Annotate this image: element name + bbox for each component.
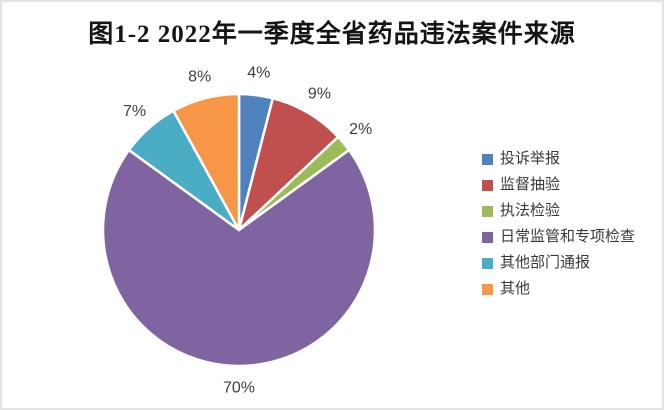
legend-label: 投诉举报 bbox=[500, 151, 561, 167]
legend-swatch-icon bbox=[482, 231, 493, 243]
pie-data-label: 70% bbox=[223, 380, 255, 397]
legend-label: 其他部门通报 bbox=[500, 255, 591, 271]
legend-item: 其他部门通报 bbox=[482, 253, 635, 273]
legend-swatch-icon bbox=[482, 283, 493, 295]
legend-item: 日常监管和专项检查 bbox=[482, 227, 635, 247]
chart-title: 图1-2 2022年一季度全省药品违法案件来源 bbox=[88, 21, 576, 48]
legend: 投诉举报监督抽验执法检验日常监管和专项检查 其他部门通报 其他 bbox=[482, 149, 635, 299]
legend-item: 投诉举报 bbox=[482, 149, 635, 169]
legend-swatch-icon bbox=[482, 257, 493, 269]
pie-data-label: 4% bbox=[247, 65, 270, 82]
pie-slice-4 bbox=[101, 148, 377, 368]
pie-data-label: 7% bbox=[123, 103, 146, 120]
pie-data-label: 9% bbox=[308, 86, 331, 103]
legend-label: 其他 bbox=[500, 281, 531, 297]
legend-label: 执法检验 bbox=[500, 203, 561, 219]
legend-item: 其他 bbox=[482, 279, 635, 299]
legend-label: 日常监管和专项检查 bbox=[500, 229, 636, 245]
pie-data-label: 8% bbox=[188, 69, 211, 86]
legend-swatch-icon bbox=[482, 205, 493, 217]
pie-data-label: 2% bbox=[349, 121, 372, 138]
legend-swatch-icon bbox=[482, 179, 493, 191]
legend-item: 执法检验 bbox=[482, 201, 635, 221]
legend-swatch-icon bbox=[482, 153, 493, 165]
legend-item: 监督抽验 bbox=[482, 175, 635, 195]
legend-label: 监督抽验 bbox=[500, 177, 561, 193]
pie-slice-6 bbox=[172, 92, 241, 232]
